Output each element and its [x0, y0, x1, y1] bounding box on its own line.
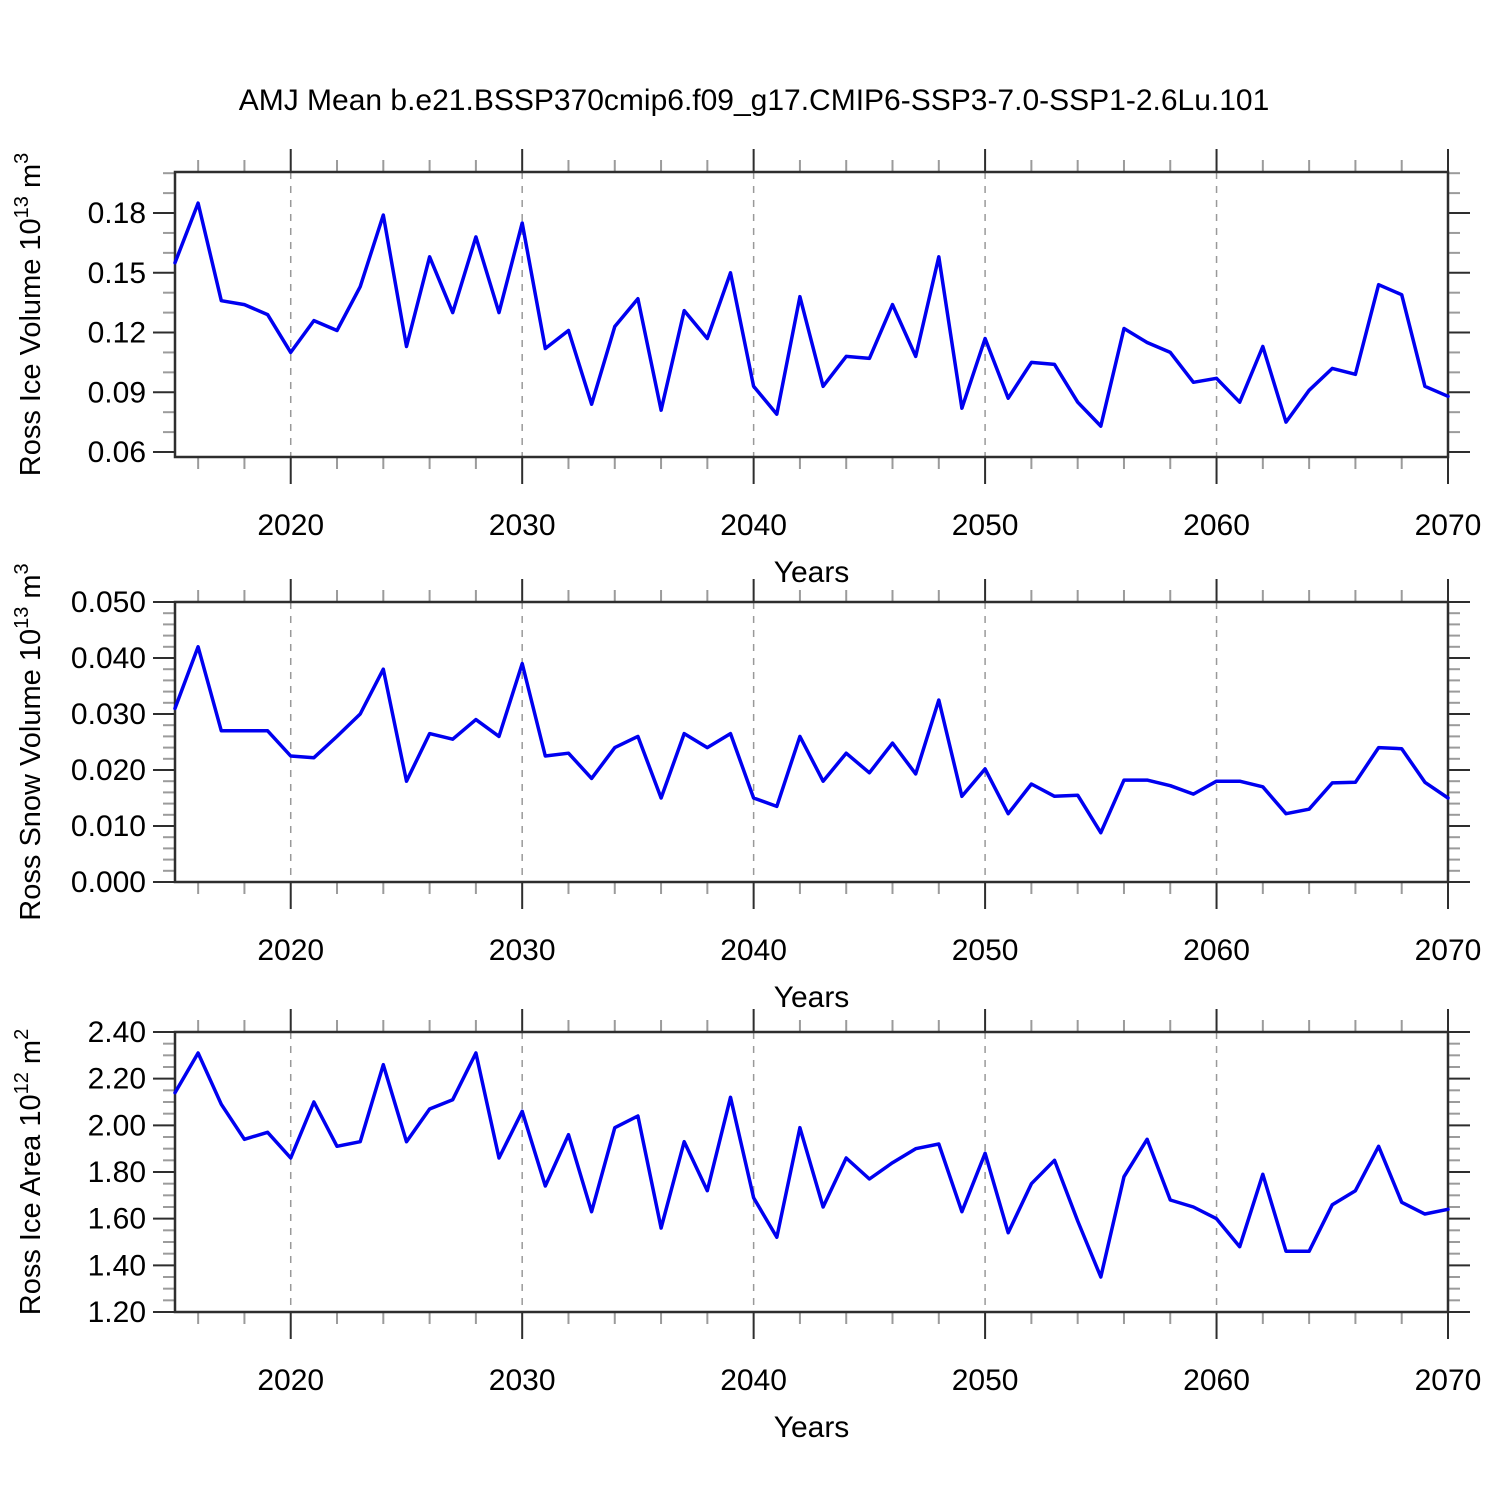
y-tick-label-0.020: 0.020 — [71, 754, 146, 787]
x-tick-label-2030: 2030 — [489, 509, 556, 542]
y-tick-label-2.00: 2.00 — [88, 1109, 146, 1142]
panel-ross-ice-volume-y-axis-label: Ross Ice Volume 1013 m3 — [11, 153, 47, 477]
x-tick-label-2040: 2040 — [720, 1364, 787, 1397]
y-tick-label-2.40: 2.40 — [88, 1016, 146, 1049]
panel-ross-ice-volume: 0.06 0.09 0.12 0.15 0.18 2020 2030 2040 2050 2060… — [11, 149, 1481, 589]
x-tick-label-2070: 2070 — [1415, 509, 1482, 542]
panel-ross-ice-area-gridlines — [289, 1032, 1218, 1312]
y-tick-label-0.000: 0.000 — [71, 866, 146, 899]
y-tick-label-0.030: 0.030 — [71, 698, 146, 731]
panel-ross-snow-volume-y-axis-label: Ross Snow Volume 1013 m3 — [11, 563, 47, 920]
x-tick-label-2050: 2050 — [952, 509, 1019, 542]
x-tick-label-2020: 2020 — [257, 509, 324, 542]
y-tick-label-0.15: 0.15 — [88, 257, 146, 290]
x-tick-label-2050: 2050 — [952, 1364, 1019, 1397]
panel-ross-snow-volume-gridlines — [289, 602, 1218, 882]
panel-ross-ice-volume-y-tick-labels: 0.06 0.09 0.12 0.15 0.18 — [88, 197, 146, 469]
x-tick-label-2030: 2030 — [489, 1364, 556, 1397]
panel-ross-snow-volume-y-minor-ticks — [163, 612, 1460, 872]
panel-ross-snow-volume-y-major-ticks — [153, 601, 1470, 883]
panel-ross-ice-area-x-major-ticks — [289, 1009, 1449, 1339]
panel-ross-ice-area-x-tick-labels: 2020 2030 2040 2050 2060 2070 — [257, 1364, 1481, 1397]
x-tick-label-2040: 2040 — [720, 934, 787, 967]
y-tick-label-1.60: 1.60 — [88, 1203, 146, 1236]
y-tick-label-0.06: 0.06 — [88, 436, 146, 469]
panel-ross-snow-volume-x-minor-ticks — [197, 590, 1403, 894]
y-tick-label-2.20: 2.20 — [88, 1063, 146, 1096]
panel-ross-ice-area-x-axis-label: Years — [774, 1411, 850, 1444]
panel-ross-ice-area-y-major-ticks — [153, 1031, 1470, 1313]
y-tick-label-0.050: 0.050 — [71, 586, 146, 619]
panel-ross-ice-volume-x-minor-ticks — [197, 160, 1403, 469]
panel-ross-ice-volume-x-axis-label: Years — [774, 556, 850, 589]
panel-ross-snow-volume-series-line — [173, 645, 1450, 835]
y-tick-label-0.18: 0.18 — [88, 197, 146, 230]
y-tick-label-1.40: 1.40 — [88, 1249, 146, 1282]
panel-ross-ice-area-y-tick-labels: 1.20 1.40 1.60 1.80 2.00 2.20 2.40 — [88, 1016, 146, 1329]
panel-ross-ice-volume-y-minor-ticks — [163, 172, 1460, 434]
panel-ross-ice-area-y-minor-ticks — [163, 1042, 1460, 1302]
panel-ross-snow-volume-frame — [173, 600, 1450, 884]
x-tick-label-2060: 2060 — [1183, 934, 1250, 967]
x-tick-label-2030: 2030 — [489, 934, 556, 967]
panel-ross-snow-volume-x-axis-label: Years — [774, 981, 850, 1014]
y-tick-label-1.20: 1.20 — [88, 1296, 146, 1329]
x-tick-label-2070: 2070 — [1415, 934, 1482, 967]
x-tick-label-2040: 2040 — [720, 509, 787, 542]
panel-ross-snow-volume-y-tick-labels: 0.000 0.010 0.020 0.030 0.040 0.050 — [71, 586, 146, 899]
x-tick-label-2020: 2020 — [257, 934, 324, 967]
panel-ross-ice-volume-frame — [173, 170, 1450, 459]
panel-ross-snow-volume-x-tick-labels: 2020 2030 2040 2050 2060 2070 — [257, 934, 1481, 967]
panel-ross-ice-volume-y-major-ticks — [153, 212, 1470, 454]
panel-ross-ice-volume-series-line — [173, 201, 1450, 428]
panel-ross-ice-area-y-axis-label: Ross Ice Area 1012 m2 — [11, 1029, 47, 1315]
y-tick-label-0.010: 0.010 — [71, 810, 146, 843]
panel-ross-ice-volume-gridlines — [289, 172, 1218, 457]
x-tick-label-2050: 2050 — [952, 934, 1019, 967]
panel-ross-ice-volume-x-tick-labels: 2020 2030 2040 2050 2060 2070 — [257, 509, 1481, 542]
figure-title: AMJ Mean b.e21.BSSP370cmip6.f09_g17.CMIP… — [238, 84, 1270, 117]
y-tick-label-0.040: 0.040 — [71, 642, 146, 675]
x-tick-label-2060: 2060 — [1183, 1364, 1250, 1397]
y-tick-label-0.09: 0.09 — [88, 376, 146, 409]
panel-ross-ice-area-series-line — [173, 1051, 1450, 1279]
panel-ross-snow-volume-x-major-ticks — [289, 579, 1449, 909]
y-tick-label-0.12: 0.12 — [88, 317, 146, 350]
panel-ross-ice-area: 1.20 1.40 1.60 1.80 2.00 2.20 2.40 2020 2030 2040… — [11, 1009, 1481, 1444]
y-tick-label-1.80: 1.80 — [88, 1156, 146, 1189]
x-tick-label-2060: 2060 — [1183, 509, 1250, 542]
panel-ross-ice-area-frame — [173, 1030, 1450, 1314]
x-tick-label-2020: 2020 — [257, 1364, 324, 1397]
x-tick-label-2070: 2070 — [1415, 1364, 1482, 1397]
panel-ross-ice-area-x-minor-ticks — [197, 1020, 1403, 1324]
panel-ross-ice-volume-x-major-ticks — [289, 149, 1449, 484]
